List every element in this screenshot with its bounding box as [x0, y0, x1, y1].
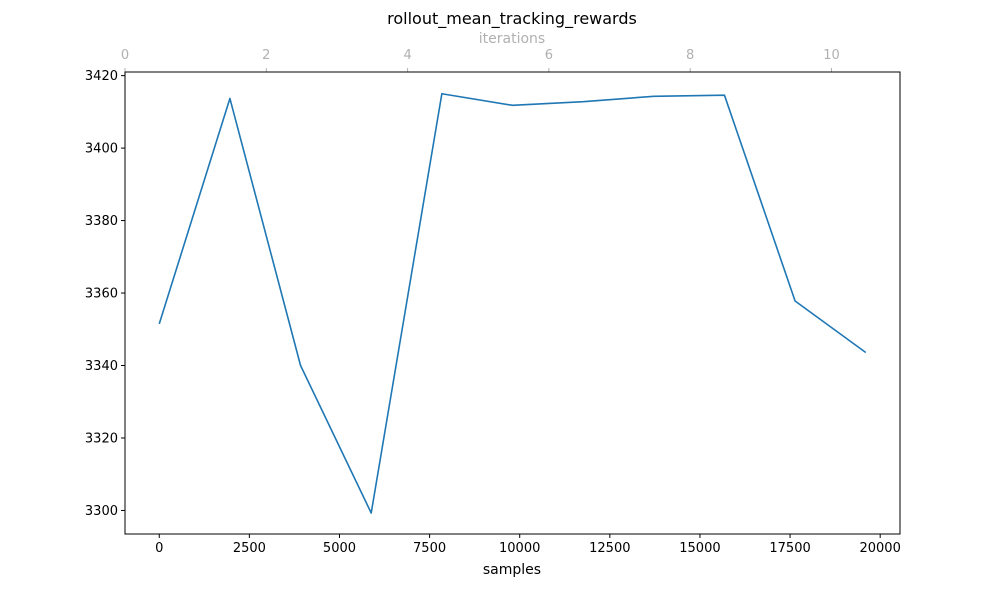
secondary-x-tick-label: 4: [403, 48, 411, 63]
secondary-x-tick-label: 10: [823, 48, 840, 63]
y-tick-label: 3400: [85, 142, 118, 157]
x-tick-label: 10000: [499, 541, 540, 556]
x-tick-label: 2500: [233, 541, 266, 556]
y-tick-label: 3360: [85, 287, 118, 302]
x-tick-label: 20000: [859, 541, 900, 556]
secondary-x-tick-label: 6: [545, 48, 553, 63]
x-tick-label: 12500: [589, 541, 630, 556]
x-axis-title: samples: [483, 562, 541, 578]
series-line: [158, 92, 867, 514]
x-tick-label: 15000: [679, 541, 720, 556]
x-tick-label: 7500: [413, 541, 446, 556]
x-tick-label: 5000: [323, 541, 356, 556]
secondary-x-tick-label: 0: [121, 48, 129, 63]
y-tick-label: 3320: [85, 431, 118, 446]
y-tick-label: 3300: [85, 504, 118, 519]
x-tick-label: 17500: [769, 541, 810, 556]
plot-area-frame: [124, 71, 901, 535]
x-tick-label: 0: [155, 541, 163, 556]
y-tick-label: 3340: [85, 359, 118, 374]
y-tick-label: 3420: [85, 69, 118, 84]
y-tick-label: 3380: [85, 214, 118, 229]
secondary-x-axis-title: iterations: [479, 31, 545, 47]
secondary-x-tick-label: 8: [686, 48, 694, 63]
secondary-x-tick-label: 2: [262, 48, 270, 63]
chart-title: rollout_mean_tracking_rewards: [387, 9, 637, 29]
